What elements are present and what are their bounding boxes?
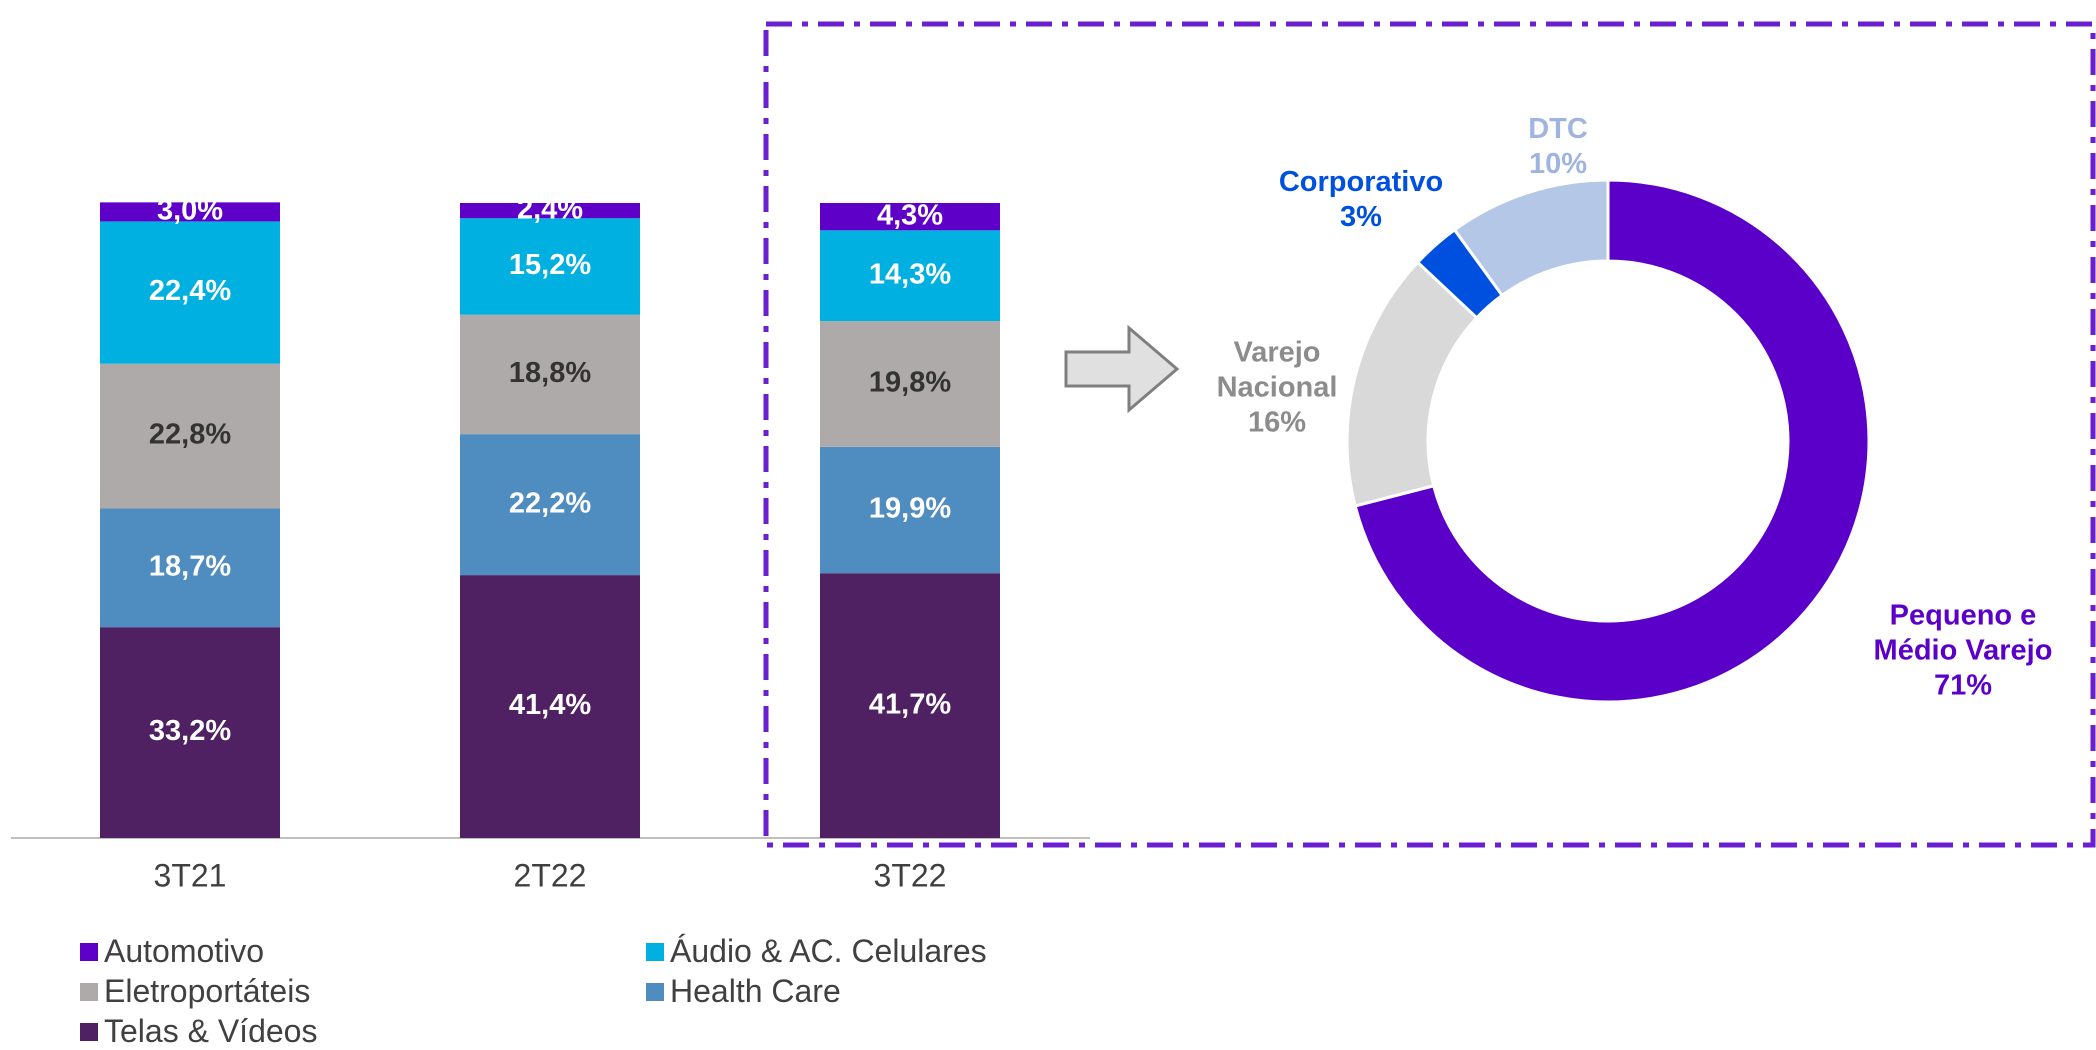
segment-label: Pequeno e Médio Varejo 71% bbox=[1858, 599, 2068, 704]
legend-item: Telas & Vídeos bbox=[80, 1013, 317, 1050]
bar-segment bbox=[460, 434, 640, 576]
bar-segment bbox=[100, 202, 280, 222]
value-label: 16% bbox=[1247, 406, 1307, 439]
value-label: 71% bbox=[1933, 669, 1993, 702]
bar-segment bbox=[460, 203, 640, 219]
bar-segment bbox=[100, 627, 280, 838]
bar-segment bbox=[820, 321, 1000, 447]
bar-segment bbox=[100, 221, 280, 364]
data-label: 22,8% bbox=[149, 419, 231, 451]
bar-segment bbox=[460, 575, 640, 838]
segment-label: DTC 10% bbox=[1498, 112, 1618, 182]
legend-label: Áudio & AC. Celulares bbox=[670, 933, 987, 969]
highlight-box bbox=[763, 21, 2096, 848]
x-tick-label: 3T21 bbox=[154, 857, 227, 893]
legend-item: Automotivo bbox=[80, 933, 264, 970]
category-label: Corporativo bbox=[1278, 166, 1444, 198]
data-label: 41,4% bbox=[509, 689, 591, 721]
category-label: DTC bbox=[1528, 113, 1588, 145]
donut-segment bbox=[1353, 178, 1871, 704]
arrow bbox=[1064, 324, 1180, 414]
value-label: 3% bbox=[1340, 201, 1382, 233]
value-label: 10% bbox=[1528, 148, 1588, 180]
bar-segment bbox=[100, 508, 280, 628]
data-label: 14,3% bbox=[869, 258, 951, 290]
bar-segment bbox=[100, 363, 280, 509]
legend-swatch bbox=[646, 942, 664, 961]
data-label: 33,2% bbox=[149, 715, 231, 747]
category-label: Varejo Nacional bbox=[1216, 336, 1338, 404]
legend-swatch bbox=[80, 942, 98, 961]
bar-segment bbox=[820, 573, 1000, 838]
data-label: 19,8% bbox=[869, 367, 951, 399]
data-label: 41,7% bbox=[869, 688, 951, 720]
segment-label: Corporativo 3% bbox=[1251, 165, 1471, 235]
x-tick-label: 2T22 bbox=[514, 857, 587, 893]
data-label: 3,0% bbox=[157, 195, 223, 227]
data-label: 18,7% bbox=[149, 550, 231, 582]
legend-item: Eletroportáteis bbox=[80, 973, 310, 1010]
data-label: 15,2% bbox=[509, 249, 591, 281]
x-tick-label: 3T22 bbox=[874, 857, 947, 893]
legend-swatch bbox=[80, 982, 98, 1001]
data-label: 22,2% bbox=[509, 487, 591, 519]
category-label: Pequeno e Médio Varejo bbox=[1873, 599, 2053, 667]
legend-label: Health Care bbox=[670, 973, 841, 1009]
bar-segment bbox=[460, 218, 640, 315]
data-label: 18,8% bbox=[509, 357, 591, 389]
donut-segment bbox=[1452, 178, 1610, 298]
legend-swatch bbox=[80, 1022, 98, 1041]
bar-segment bbox=[820, 203, 1000, 231]
bar-segment bbox=[820, 446, 1000, 574]
data-label: 2,4% bbox=[517, 193, 583, 225]
legend-item: Áudio & AC. Celulares bbox=[646, 933, 987, 970]
legend-item: Health Care bbox=[646, 973, 841, 1010]
segment-label: Varejo Nacional 16% bbox=[1177, 336, 1377, 441]
data-label: 19,9% bbox=[869, 493, 951, 525]
legend-label: Eletroportáteis bbox=[104, 973, 311, 1009]
legend-swatch bbox=[646, 982, 664, 1001]
data-label: 22,4% bbox=[149, 275, 231, 307]
data-label: 4,3% bbox=[877, 199, 943, 231]
bar-segment bbox=[820, 230, 1000, 322]
legend-label: Automotivo bbox=[104, 933, 265, 969]
bar-segment bbox=[460, 314, 640, 435]
legend-label: Telas & Vídeos bbox=[104, 1013, 318, 1049]
